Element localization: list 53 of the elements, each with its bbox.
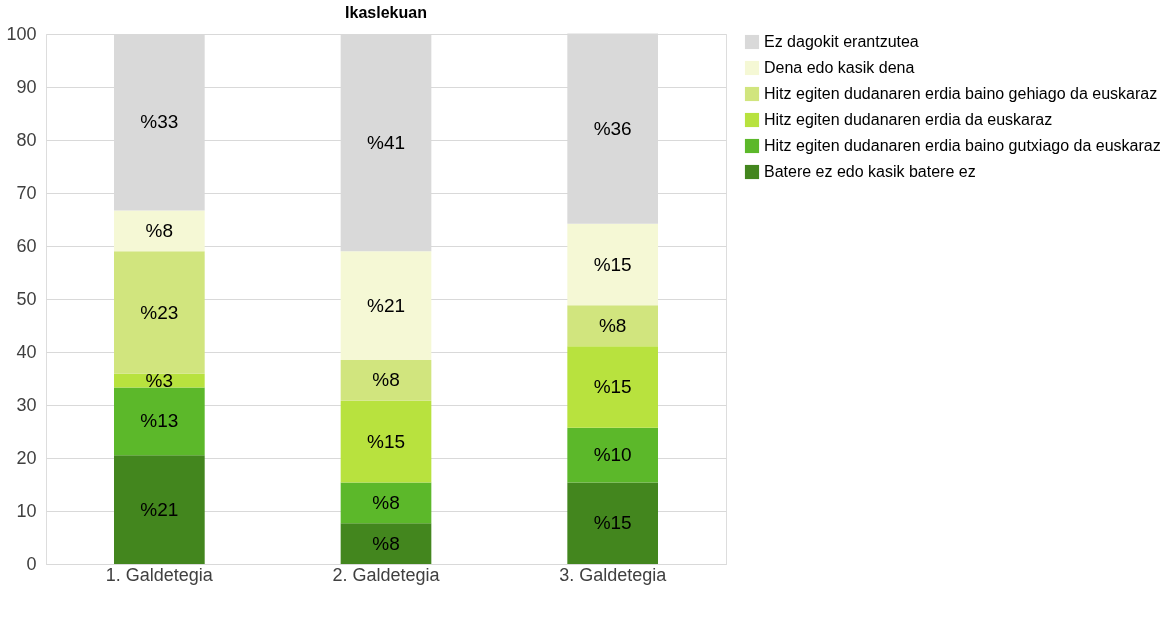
data-label: %21 bbox=[366, 294, 406, 316]
legend-label: Dena edo kasik dena bbox=[764, 59, 915, 76]
y-tick-label: 70 bbox=[16, 182, 37, 203]
chart-title: Ikaslekuan bbox=[345, 4, 427, 21]
data-label: %33 bbox=[140, 111, 179, 133]
y-tick-label: 0 bbox=[26, 553, 37, 574]
x-tick-label: 2. Galdetegia bbox=[332, 564, 441, 585]
y-tick-label: 20 bbox=[16, 447, 37, 468]
y-tick-label: 80 bbox=[16, 129, 37, 150]
bar bbox=[340, 400, 432, 483]
data-label: %3 bbox=[145, 369, 174, 391]
data-label: %13 bbox=[140, 410, 179, 432]
data-label: %8 bbox=[372, 532, 400, 554]
y-tick-label: 60 bbox=[16, 235, 37, 256]
legend-label: Ez dagokit erantzutea bbox=[764, 33, 919, 50]
data-label: %15 bbox=[593, 512, 632, 534]
legend-label: Batere ez edo kasik batere ez bbox=[764, 163, 976, 180]
bar bbox=[114, 251, 205, 374]
y-tick-label: 30 bbox=[16, 394, 37, 415]
bar bbox=[114, 210, 205, 252]
x-tick-label: 1. Galdetegia bbox=[105, 564, 214, 585]
data-label: %36 bbox=[593, 117, 632, 139]
legend-label: Hitz egiten dudanaren erdia da euskaraz bbox=[764, 111, 1053, 128]
data-label: %8 bbox=[598, 314, 627, 336]
y-tick-label: 100 bbox=[6, 23, 37, 44]
data-label: %23 bbox=[140, 301, 179, 323]
bar bbox=[567, 223, 658, 306]
data-label: %10 bbox=[593, 444, 632, 466]
bar bbox=[340, 523, 432, 564]
bar bbox=[567, 482, 658, 564]
data-label: %8 bbox=[145, 219, 174, 241]
data-label: %8 bbox=[372, 369, 400, 391]
data-label: %8 bbox=[372, 491, 400, 513]
legend-label: Hitz egiten dudanaren erdia baino gehiago da euskaraz bbox=[764, 85, 1158, 102]
bar bbox=[567, 346, 658, 428]
y-tick-label: 90 bbox=[16, 76, 37, 97]
bar bbox=[340, 482, 432, 524]
y-tick-label: 50 bbox=[16, 288, 37, 309]
legend-label: Hitz egiten dudanaren erdia baino gutxiago da euskaraz bbox=[764, 137, 1161, 154]
data-label: %15 bbox=[366, 430, 406, 452]
bar bbox=[114, 387, 205, 456]
data-label: %15 bbox=[593, 253, 632, 275]
data-label: %15 bbox=[593, 375, 632, 397]
bar bbox=[114, 455, 205, 564]
data-label: %21 bbox=[140, 498, 179, 520]
y-tick-label: 10 bbox=[16, 500, 37, 521]
bar bbox=[567, 427, 658, 483]
bar bbox=[340, 251, 432, 360]
bar bbox=[340, 359, 432, 401]
data-label: %41 bbox=[366, 131, 406, 153]
x-tick-label: 3. Galdetegia bbox=[559, 564, 668, 585]
y-tick-label: 40 bbox=[16, 341, 37, 362]
bar bbox=[567, 305, 658, 347]
